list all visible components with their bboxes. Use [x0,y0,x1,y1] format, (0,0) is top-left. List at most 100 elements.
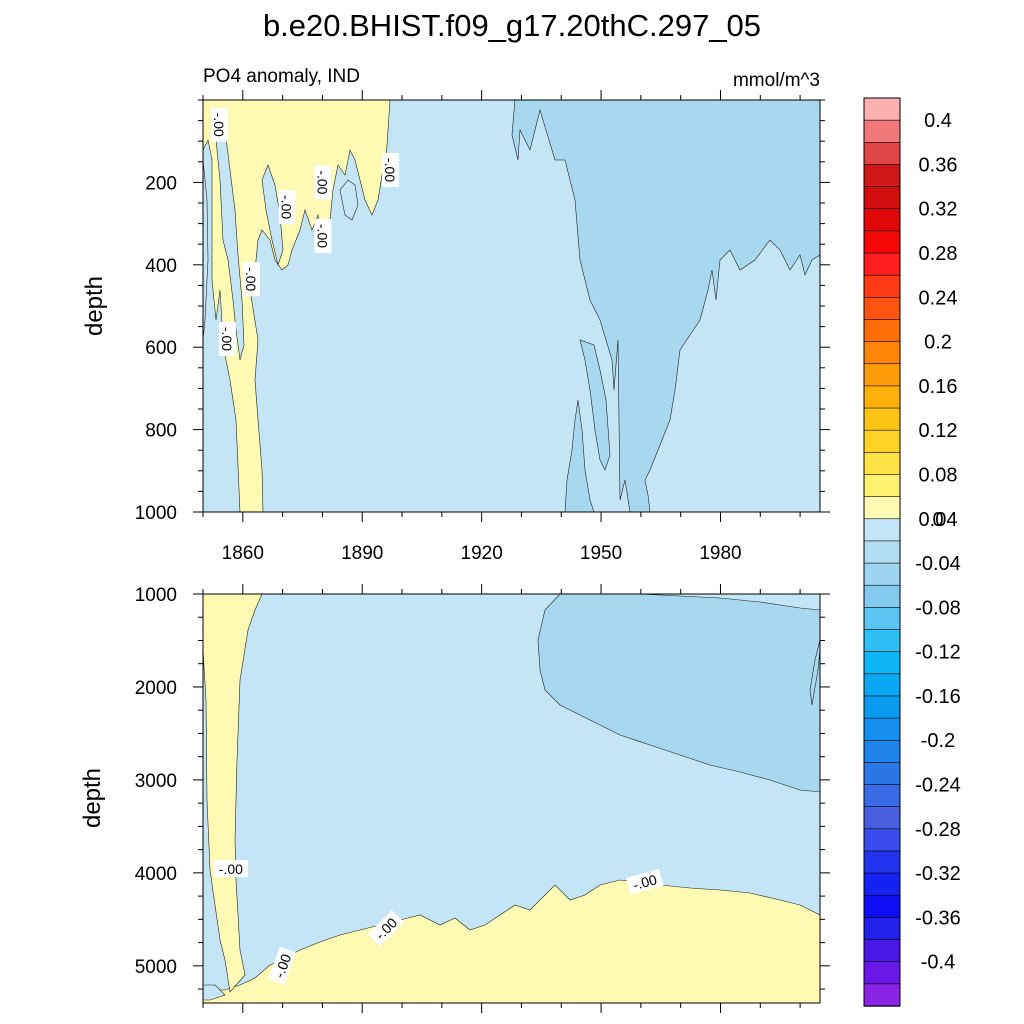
upper-x-axis: 1860 1890 1920 1950 1980 [202,90,801,564]
colorbar-swatch [863,695,901,719]
contour-label-bg [268,946,296,985]
y-tick-label: 1000 [135,585,177,606]
lower-positive-edge [203,594,263,993]
colorbar: 0.4 0.36 0.32 0.28 0.24 0.2 0.16 0.12 0.08 0.040 -… [863,97,961,1007]
colorbar-swatch [863,983,901,1007]
lower-negative-region [537,594,820,793]
colorbar-swatch [863,363,901,387]
contour-label-text: -.00 [219,327,235,351]
colorbar-label: 0.4 [924,110,952,132]
colorbar-swatch [863,828,901,852]
y-tick-label: 2000 [135,678,177,699]
contour-label: -.00 [314,218,332,253]
colorbar-swatch [863,407,901,431]
colorbar-frame [863,97,901,1007]
colorbar-swatch [863,385,901,409]
colorbar-swatch [863,341,901,365]
contour-label: -.00 [218,321,236,356]
colorbar-label: 0.12 [919,420,958,442]
colorbar-label: 0 [932,509,943,531]
colorbar-swatch [863,872,901,896]
contour-label: -.00 [314,165,332,200]
contour-label-text: -.00 [314,224,330,248]
colorbar-label: 0.16 [919,376,958,398]
y-tick-label: 5000 [135,957,177,978]
colorbar-swatch [863,540,901,564]
y-tick-label: 4000 [135,864,177,885]
y-tick-label: 800 [145,421,177,442]
colorbar-swatch [863,562,901,586]
colorbar-swatch [863,297,901,321]
y-tick-label: 3000 [135,771,177,792]
colorbar-label: 0.04 [919,509,958,531]
colorbar-swatch [863,806,901,830]
colorbar-swatch [863,97,901,121]
contour-label-text: -.00 [211,113,227,137]
colorbar-label: 0.32 [919,199,958,221]
contour-label: -.00 [242,262,260,297]
contour-label-text: -.00 [279,195,295,219]
colorbar-swatch [863,452,901,476]
figure-title: b.e20.BHIST.f09_g17.20thC.297_05 [263,8,761,43]
colorbar-label: -0.28 [915,819,961,841]
colorbar-swatch [863,917,901,941]
y-tick-label: 200 [145,173,177,194]
colorbar-label: -0.12 [915,642,961,664]
contour-label-bg [213,860,248,878]
upper-negative-region [511,100,820,512]
colorbar-swatch [863,961,901,985]
contour-label-text: -.00 [219,861,243,877]
colorbar-label: 0.24 [919,287,958,309]
contour-label-bg [210,107,228,142]
x-tick-label: 1920 [461,543,503,564]
contour-label-bg [382,153,400,188]
contour-label-bg [278,190,296,225]
colorbar-swatch [863,717,901,741]
colorbar-label: -0.32 [915,863,961,885]
contour-label-bg [218,321,236,356]
colorbar-swatch [863,584,901,609]
colorbar-swatch [863,319,901,343]
panel-subtitle: PO4 anomaly, IND [203,66,360,87]
colorbar-label: 0.28 [919,243,958,265]
contour-label-text: -.00 [382,158,398,182]
y-tick-label: 600 [145,338,177,359]
colorbar-label: -0.2 [921,730,955,752]
contour-label: -.00 [210,107,228,142]
colorbar-swatch [863,230,901,254]
colorbar-swatch [863,429,901,454]
colorbar-swatch [863,651,901,675]
upper-positive-region-5 [203,159,209,341]
contour-label-text: -.00 [271,952,294,980]
colorbar-swatch [863,496,901,520]
colorbar-swatch [863,474,901,498]
upper-y-axis: 200 400 600 800 1000 [135,99,830,524]
x-tick-label: 1860 [222,543,264,564]
lower-negative-edge [203,984,226,1001]
colorbar-swatch [863,629,901,653]
colorbar-label: -0.16 [915,686,961,708]
colorbar-label: -0.24 [915,775,961,797]
contour-label: -.00 [268,946,296,985]
upper-panel: -.00 -.00 -.00 -.00 -.00 -.00 -.00 1860 1890 192… [81,90,830,564]
contour-label-bg [314,165,332,200]
contour-label-bg [242,262,260,297]
upper-negative-region-3 [564,399,595,512]
contour-label-bg [314,218,332,253]
upper-positive-region-3 [261,164,284,267]
colorbar-label: 0.2 [924,332,952,354]
colorbar-swatch [863,762,901,786]
contour-label-text: -.00 [243,267,259,291]
colorbar-swatch [863,894,901,919]
colorbar-label: 0.08 [919,464,958,486]
colorbar-swatch [863,141,901,166]
colorbar-label: -0.4 [921,952,955,974]
colorbar-swatch [863,164,901,188]
contour-label: -.00 [213,860,248,878]
colorbar-swatch [863,739,901,764]
colorbar-swatch [863,939,901,963]
upper-contour-labels: -.00 -.00 -.00 -.00 -.00 -.00 -.00 [210,107,400,356]
contour-label-text: -.00 [631,871,659,893]
lower-x-axis [202,584,801,1013]
